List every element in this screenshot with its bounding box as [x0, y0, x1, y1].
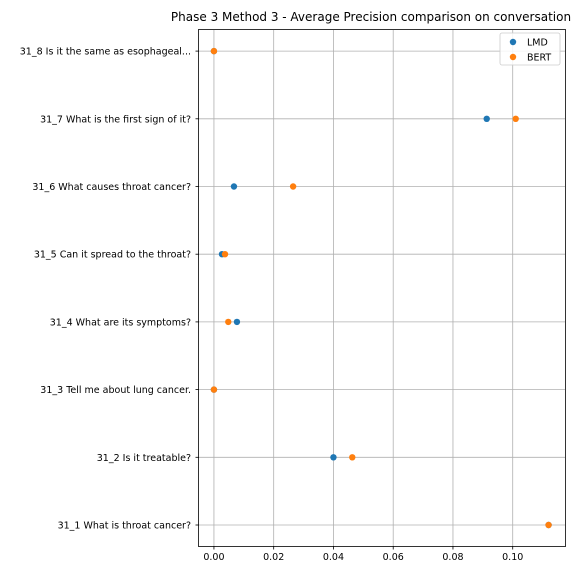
- point-lmd: [233, 318, 241, 326]
- x-tick-label: 0.04: [323, 552, 344, 563]
- legend-marker-bert: [509, 53, 517, 61]
- plot-frame: [198, 29, 566, 547]
- category-label: 31_7 What is the first sign of it?: [40, 114, 191, 125]
- legend-label-bert: BERT: [527, 53, 551, 64]
- category-label: 31_3 Tell me about lung cancer.: [40, 385, 191, 396]
- category-label: 31_5 Can it spread to the throat?: [34, 250, 191, 261]
- x-tick-label: 0.08: [442, 552, 463, 563]
- grid: [199, 30, 565, 546]
- point-bert: [545, 521, 552, 529]
- x-tick-label: 0.10: [502, 552, 523, 563]
- axis-ticks: 0.00 0.02 0.04 0.06 0.08 0.10 31_1 What is thr…: [20, 47, 524, 563]
- point-bert: [512, 115, 519, 123]
- category-label: 31_1 What is throat cancer?: [58, 521, 191, 532]
- x-tick-label: 0.02: [263, 552, 284, 563]
- point-lmd: [230, 183, 238, 190]
- point-bert: [210, 386, 218, 393]
- point-bert: [289, 183, 297, 190]
- category-label: 31_4 What are its symptoms?: [50, 317, 191, 328]
- category-label: 31_6 What causes throat cancer?: [32, 182, 191, 193]
- chart-title: Phase 3 Method 3 - Average Precision com…: [171, 10, 571, 24]
- point-lmd: [483, 115, 490, 123]
- category-label: 31_8 Is it the same as esophageal...: [20, 47, 191, 58]
- point-bert: [221, 251, 229, 258]
- point-bert: [225, 318, 232, 326]
- point-bert: [210, 47, 218, 55]
- category-label: 31_2 Is it treatable?: [97, 453, 191, 464]
- legend-label-lmd: LMD: [527, 38, 548, 49]
- point-bert: [349, 454, 356, 461]
- data-points: [210, 47, 552, 529]
- x-tick-label: 0.06: [383, 552, 404, 563]
- legend-marker-lmd: [509, 38, 517, 46]
- x-tick-label: 0.00: [203, 552, 224, 563]
- point-lmd: [330, 454, 337, 461]
- legend: LMD BERT: [499, 32, 561, 66]
